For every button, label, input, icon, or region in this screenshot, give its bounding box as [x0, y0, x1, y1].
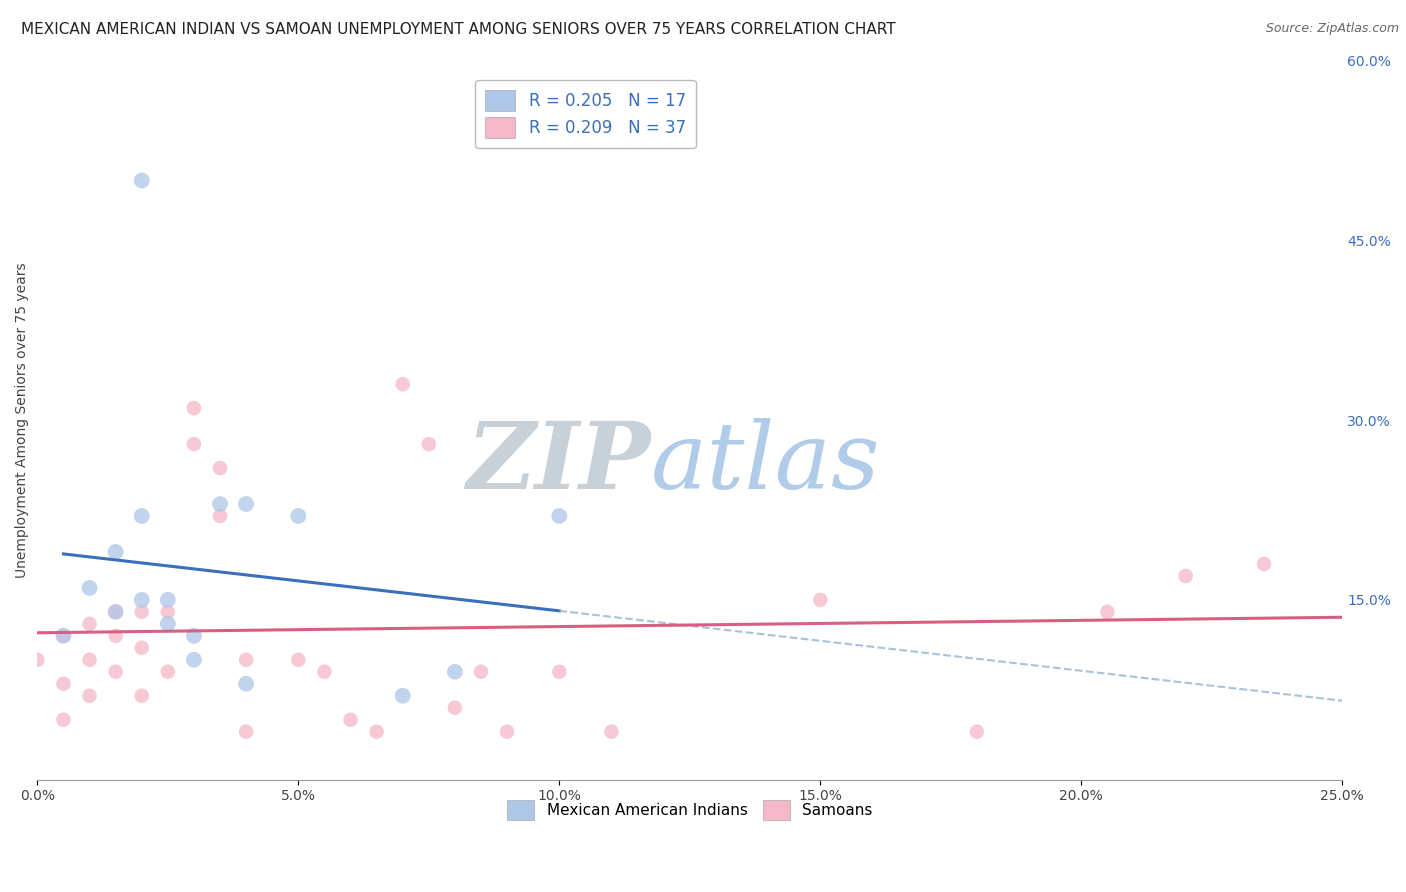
Text: atlas: atlas	[651, 418, 880, 508]
Point	[314, 665, 336, 679]
Point	[156, 665, 179, 679]
Point	[79, 653, 101, 667]
Point	[104, 629, 127, 643]
Point	[27, 653, 49, 667]
Point	[235, 497, 257, 511]
Point	[156, 616, 179, 631]
Point	[104, 545, 127, 559]
Point	[1253, 557, 1275, 571]
Point	[79, 689, 101, 703]
Point	[287, 653, 309, 667]
Point	[52, 677, 75, 691]
Point	[208, 461, 231, 475]
Point	[444, 700, 467, 714]
Point	[183, 629, 205, 643]
Point	[235, 677, 257, 691]
Point	[183, 437, 205, 451]
Point	[104, 665, 127, 679]
Point	[235, 724, 257, 739]
Point	[966, 724, 988, 739]
Text: MEXICAN AMERICAN INDIAN VS SAMOAN UNEMPLOYMENT AMONG SENIORS OVER 75 YEARS CORRE: MEXICAN AMERICAN INDIAN VS SAMOAN UNEMPL…	[21, 22, 896, 37]
Point	[104, 605, 127, 619]
Text: ZIP: ZIP	[467, 418, 651, 508]
Point	[339, 713, 361, 727]
Point	[131, 605, 153, 619]
Point	[1097, 605, 1119, 619]
Point	[287, 508, 309, 523]
Text: Source: ZipAtlas.com: Source: ZipAtlas.com	[1265, 22, 1399, 36]
Point	[183, 653, 205, 667]
Point	[208, 508, 231, 523]
Point	[131, 173, 153, 187]
Point	[52, 629, 75, 643]
Point	[391, 377, 413, 392]
Point	[391, 689, 413, 703]
Point	[156, 605, 179, 619]
Point	[131, 689, 153, 703]
Point	[79, 581, 101, 595]
Point	[366, 724, 388, 739]
Point	[235, 653, 257, 667]
Point	[156, 592, 179, 607]
Point	[470, 665, 492, 679]
Point	[79, 616, 101, 631]
Point	[444, 665, 467, 679]
Legend: Mexican American Indians, Samoans: Mexican American Indians, Samoans	[501, 794, 879, 826]
Point	[104, 605, 127, 619]
Point	[548, 508, 571, 523]
Point	[183, 401, 205, 416]
Y-axis label: Unemployment Among Seniors over 75 years: Unemployment Among Seniors over 75 years	[15, 262, 30, 578]
Point	[600, 724, 623, 739]
Point	[131, 508, 153, 523]
Point	[496, 724, 519, 739]
Point	[131, 592, 153, 607]
Point	[52, 629, 75, 643]
Point	[208, 497, 231, 511]
Point	[418, 437, 440, 451]
Point	[52, 713, 75, 727]
Point	[808, 592, 831, 607]
Point	[131, 640, 153, 655]
Point	[548, 665, 571, 679]
Point	[1174, 569, 1197, 583]
